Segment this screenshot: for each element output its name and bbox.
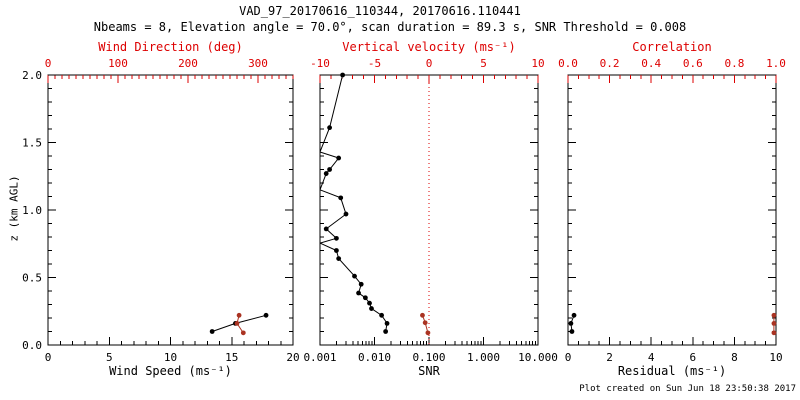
svg-text:0.5: 0.5 <box>22 272 42 285</box>
svg-text:15: 15 <box>225 351 238 364</box>
svg-text:2.0: 2.0 <box>22 69 42 82</box>
svg-text:10.000: 10.000 <box>518 351 558 364</box>
svg-text:1.000: 1.000 <box>467 351 500 364</box>
bottom-axis-ticks-residual <box>567 337 777 345</box>
panel-snr: 0.001 0.010 0.100 1.000 10.000 -10 -5 0 5 10 <box>303 57 557 364</box>
svg-text:0.6: 0.6 <box>683 57 703 70</box>
svg-text:0.8: 0.8 <box>724 57 744 70</box>
svg-text:100: 100 <box>108 57 128 70</box>
wind-direction-axis-title: Wind Direction (deg) <box>98 40 243 54</box>
snr-axis-title: SNR <box>418 364 440 378</box>
svg-text:2: 2 <box>606 351 613 364</box>
svg-text:0.001: 0.001 <box>303 351 336 364</box>
svg-text:1.0: 1.0 <box>22 204 42 217</box>
svg-text:5: 5 <box>480 57 487 70</box>
series-snr-profile <box>319 72 390 334</box>
panel-residual: 0 2 4 6 8 10 0.0 0.2 0.4 0.6 0.8 1.0 <box>558 57 786 364</box>
correlation-axis-title: Correlation <box>632 40 712 54</box>
svg-text:20: 20 <box>286 351 299 364</box>
svg-text:1.5: 1.5 <box>22 137 42 150</box>
series-correlation <box>771 312 777 336</box>
plot-title: VAD_97_20170616_110344, 20170616.110441 <box>239 4 521 18</box>
plot-subtitle: Nbeams = 8, Elevation angle = 70.0°, sca… <box>93 20 687 34</box>
top-axis-ticks-residual <box>567 75 777 83</box>
svg-text:0.0: 0.0 <box>558 57 578 70</box>
svg-text:0.100: 0.100 <box>412 351 445 364</box>
residual-axis-title: Residual (ms⁻¹) <box>617 364 727 378</box>
y-axis-ticks-wind <box>48 74 293 346</box>
vertical-velocity-axis-title: Vertical velocity (ms⁻¹) <box>342 40 516 54</box>
svg-text:0: 0 <box>45 351 52 364</box>
series-wind-direction <box>234 312 246 336</box>
y-axis-ticks-residual <box>568 74 776 346</box>
creation-timestamp: Plot created on Sun Jun 18 23:50:38 2017 <box>579 384 796 394</box>
svg-text:-10: -10 <box>310 57 330 70</box>
series-residual <box>568 312 577 334</box>
bottom-axis-ticks-wind <box>47 337 294 345</box>
svg-text:10: 10 <box>769 351 782 364</box>
svg-text:10: 10 <box>164 351 177 364</box>
wind-speed-axis-title: Wind Speed (ms⁻¹) <box>109 364 232 378</box>
svg-text:6: 6 <box>689 351 696 364</box>
svg-text:10: 10 <box>531 57 544 70</box>
svg-text:0.0: 0.0 <box>22 339 42 352</box>
top-axis-ticks-wind <box>47 75 294 83</box>
svg-text:4: 4 <box>648 351 655 364</box>
svg-text:0.010: 0.010 <box>358 351 391 364</box>
svg-text:0: 0 <box>45 57 52 70</box>
svg-text:0: 0 <box>426 57 433 70</box>
svg-text:200: 200 <box>178 57 198 70</box>
svg-text:0.2: 0.2 <box>600 57 620 70</box>
svg-text:0: 0 <box>565 351 572 364</box>
svg-text:0.4: 0.4 <box>641 57 661 70</box>
svg-text:1.0: 1.0 <box>766 57 786 70</box>
svg-text:5: 5 <box>106 351 113 364</box>
svg-text:300: 300 <box>248 57 268 70</box>
bottom-axis-ticks-snr <box>319 337 539 345</box>
svg-text:-5: -5 <box>368 57 381 70</box>
svg-text:8: 8 <box>731 351 738 364</box>
top-axis-ticks-snr <box>319 75 539 83</box>
series-vertical-velocity <box>420 312 431 336</box>
